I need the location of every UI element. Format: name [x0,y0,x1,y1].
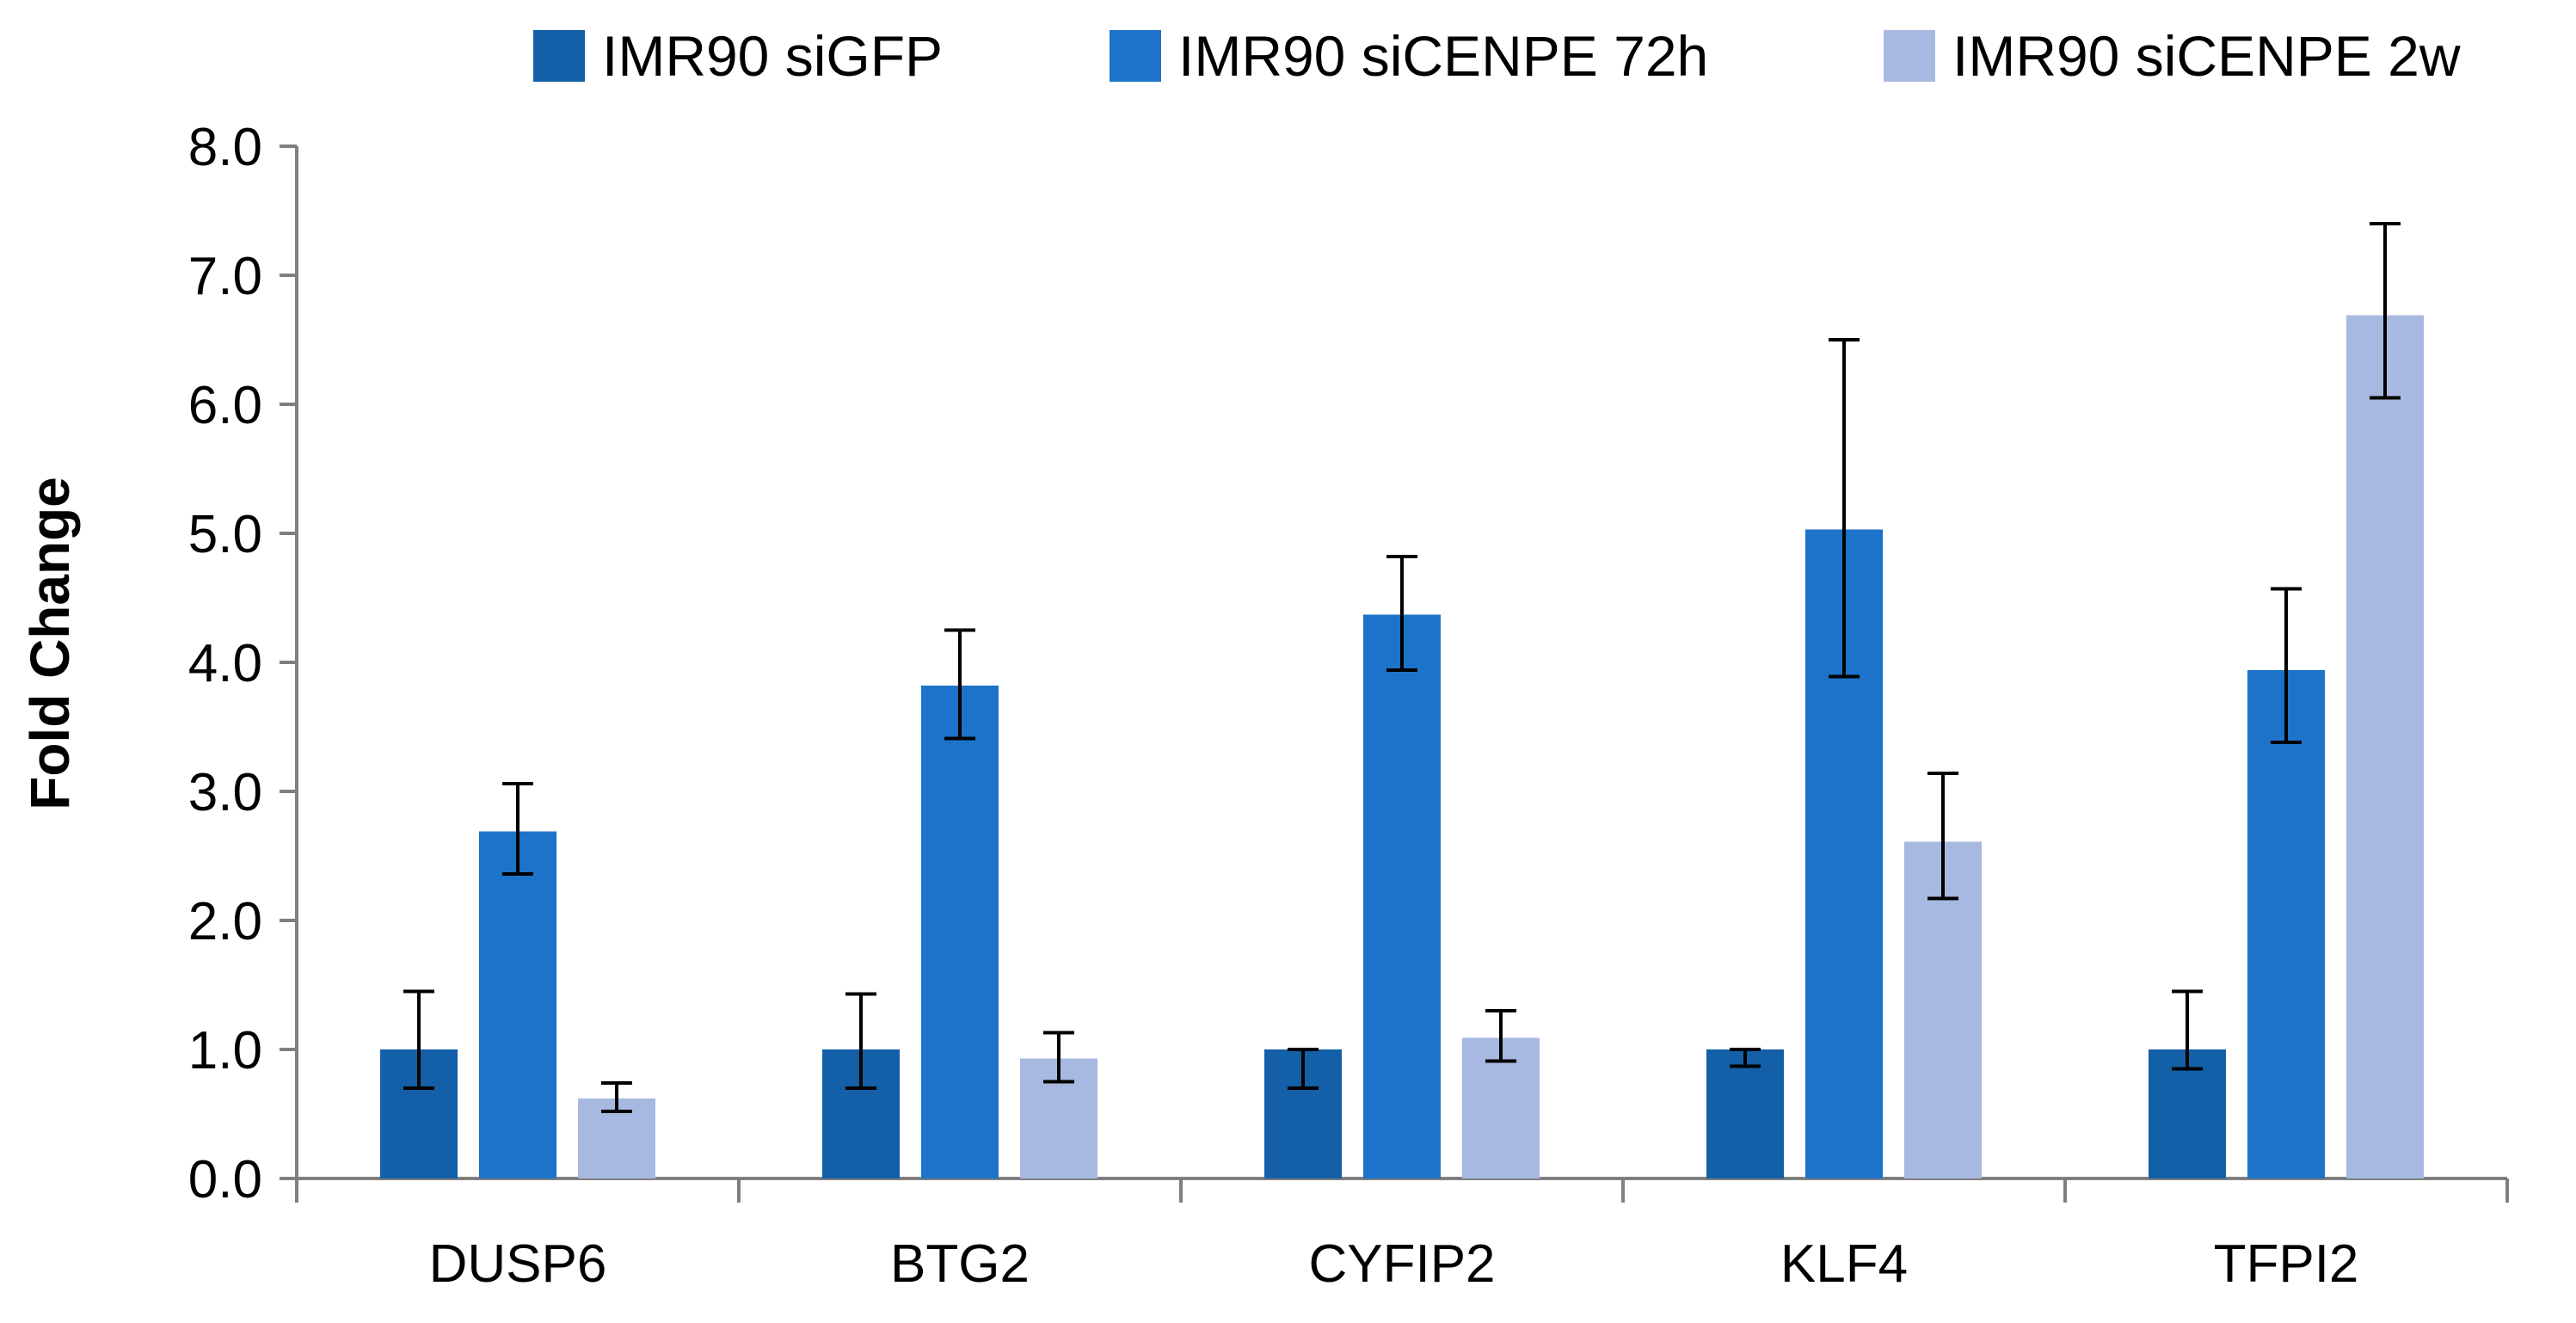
legend-label: IMR90 siCENPE 2w [1952,24,2461,88]
bars [380,315,2424,1178]
y-tick-label: 6.0 [188,376,262,435]
bar [479,831,556,1178]
y-axis: 0.0 1.0 2.0 3.0 4.0 5.0 6.0 7.0 8.0 [188,118,298,1209]
y-axis-title: Fold Change [19,477,81,810]
legend-label: IMR90 siGFP [602,24,943,88]
x-axis: DUSP6 BTG2 CYFIP2 KLF4 TFPI2 [295,1177,2509,1294]
y-tick-label: 0.0 [188,1150,262,1209]
y-tick-label: 2.0 [188,892,262,951]
legend-label: IMR90 siCENPE 72h [1178,24,1708,88]
x-category-label: TFPI2 [2214,1234,2359,1294]
legend-swatch [1884,30,1935,82]
legend: IMR90 siGFP IMR90 siCENPE 72h IMR90 siCENP… [533,24,2461,88]
x-category-label: DUSP6 [429,1234,607,1294]
legend-swatch [533,30,585,82]
x-category-label: KLF4 [1780,1234,1908,1294]
y-tick-label: 3.0 [188,763,262,822]
x-category-label: CYFIP2 [1308,1234,1495,1294]
y-tick-label: 4.0 [188,634,262,693]
bar [1706,1049,1784,1178]
bar [2346,315,2424,1178]
bar [1363,614,1441,1178]
x-category-label: BTG2 [890,1234,1030,1294]
bar [2149,1049,2226,1178]
y-tick-label: 5.0 [188,505,262,564]
y-tick-label: 7.0 [188,247,262,306]
bar [2247,670,2325,1178]
y-tick-label: 1.0 [188,1021,262,1080]
error-bars [403,222,2401,1113]
bar [921,686,999,1178]
legend-swatch [1110,30,1161,82]
y-tick-label: 8.0 [188,118,262,177]
